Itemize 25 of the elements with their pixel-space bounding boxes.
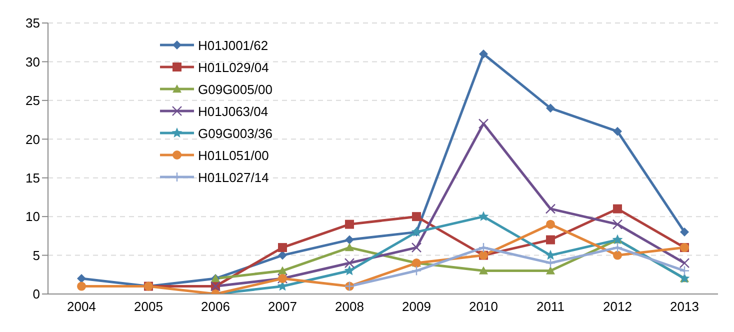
x-tick-label: 2008 bbox=[335, 299, 364, 314]
x-tick-label: 2011 bbox=[536, 299, 564, 314]
y-tick-label: 20 bbox=[26, 132, 40, 147]
x-tick-label: 2007 bbox=[268, 299, 297, 314]
legend-label: G09G003/36 bbox=[198, 126, 272, 140]
x-tick-label: 2009 bbox=[402, 299, 431, 314]
legend-label: G09G005/00 bbox=[198, 82, 272, 96]
y-tick-label: 30 bbox=[26, 54, 40, 70]
legend-label: H01J063/04 bbox=[198, 104, 268, 118]
y-tick-label: 15 bbox=[26, 170, 40, 186]
x-tick-label: 2005 bbox=[134, 299, 163, 314]
y-tick-label: 35 bbox=[26, 16, 40, 31]
y-tick-label: 25 bbox=[26, 93, 40, 108]
y-tick-label: 0 bbox=[32, 286, 40, 302]
x-tick-label: 2004 bbox=[67, 299, 96, 314]
legend-label: H01L029/04 bbox=[198, 60, 269, 74]
y-tick-label: 10 bbox=[26, 209, 40, 224]
x-tick-label: 2012 bbox=[603, 299, 632, 314]
legend-label: H01J001/62 bbox=[198, 38, 268, 52]
x-tick-label: 2013 bbox=[670, 299, 699, 314]
y-tick-label: 5 bbox=[32, 248, 40, 263]
legend-label: H01L051/00 bbox=[198, 148, 269, 162]
legend-label: H01L027/14 bbox=[198, 170, 269, 184]
x-tick-label: 2006 bbox=[201, 299, 230, 314]
x-tick-label: 2010 bbox=[469, 299, 498, 314]
